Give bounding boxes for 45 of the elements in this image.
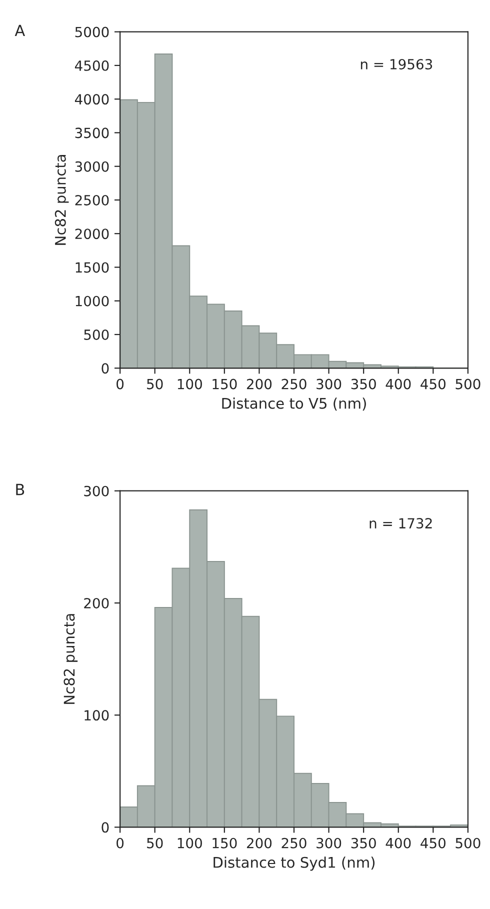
x-tick-label: 300 <box>316 838 342 848</box>
y-tick-label: 0 <box>102 822 109 833</box>
x-tick-label: 200 <box>246 378 272 390</box>
y-axis-title: Nc82 puncta <box>54 155 69 245</box>
y-tick-label: 1000 <box>76 296 109 306</box>
y-tick-label: 0 <box>102 363 109 374</box>
chart-title: A <box>14 24 26 36</box>
x-tick-label: 400 <box>386 838 411 848</box>
chart-title: B <box>16 484 24 496</box>
x-tick-label: 250 <box>282 838 306 848</box>
x-tick-label: 150 <box>212 838 237 848</box>
x-tick-label: 350 <box>351 838 376 848</box>
x-tick-label: 250 <box>282 378 306 390</box>
y-tick-label: 2000 <box>75 228 109 240</box>
y-tick-label: 1500 <box>76 262 109 273</box>
y-tick-label: 3500 <box>75 128 109 138</box>
y-tick-label: 100 <box>84 710 109 721</box>
y-tick-label: 5000 <box>75 26 109 38</box>
y-tick-label: 3000 <box>75 161 109 172</box>
y-tick-label: 4000 <box>74 94 109 105</box>
x-tick-label: 350 <box>351 378 376 390</box>
x-tick-label: 150 <box>212 378 237 390</box>
x-tick-label: 500 <box>456 838 480 848</box>
x-tick-label: 450 <box>420 838 446 848</box>
x-tick-label: 200 <box>246 838 272 848</box>
annotation: n = 1732 <box>370 518 432 529</box>
x-tick-label: 0 <box>116 378 124 390</box>
y-tick-label: 300 <box>84 486 109 496</box>
x-tick-label: 500 <box>456 378 480 390</box>
x-axis-title: Distance to Syd1 (nm) <box>214 856 375 871</box>
x-axis-title: Distance to V5 (nm) <box>222 398 366 411</box>
annotation: n = 19563 <box>360 58 432 70</box>
y-tick-label: 500 <box>84 329 109 340</box>
x-tick-label: 50 <box>147 838 163 848</box>
y-tick-label: 2500 <box>75 194 109 206</box>
y-axis-title: Nc82 puncta <box>64 614 78 704</box>
x-tick-label: 100 <box>178 378 202 390</box>
y-tick-label: 4500 <box>74 60 109 71</box>
x-tick-label: 450 <box>420 378 446 390</box>
x-tick-label: 300 <box>316 378 342 390</box>
x-tick-label: 50 <box>147 378 163 390</box>
x-tick-label: 0 <box>116 838 124 848</box>
x-tick-label: 100 <box>178 838 202 848</box>
y-tick-label: 200 <box>84 598 109 608</box>
x-tick-label: 400 <box>386 378 411 390</box>
